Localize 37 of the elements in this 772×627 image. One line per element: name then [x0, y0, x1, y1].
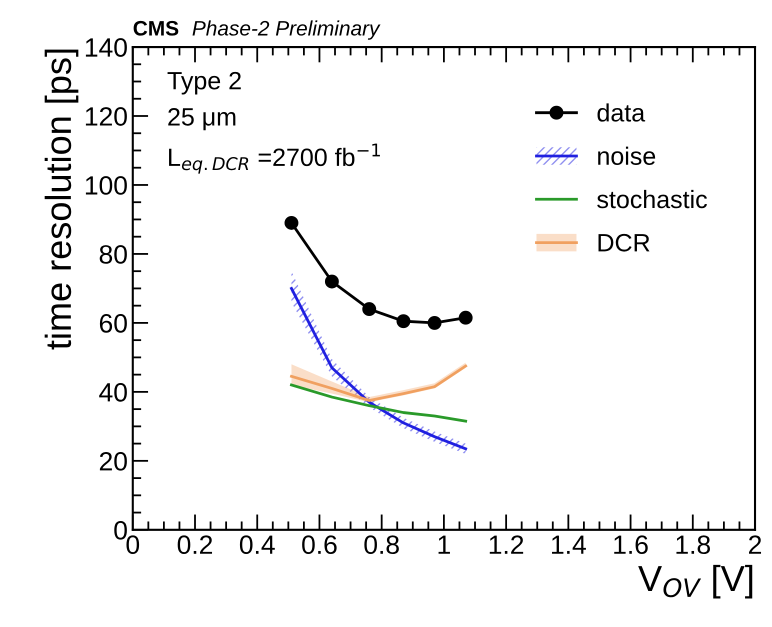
- legend-label: data: [598, 103, 646, 122]
- y-tick-label: 120: [86, 107, 127, 126]
- x-tick-label: 0: [126, 535, 140, 554]
- point: [458, 310, 473, 325]
- annotation: Type 2: [168, 72, 241, 94]
- legend-label: noise: [598, 146, 656, 165]
- point: [428, 316, 442, 330]
- point: [396, 314, 410, 328]
- annotation: 25 μm: [168, 108, 236, 130]
- y-tick-label: 40: [99, 383, 127, 402]
- x-tick-label: 1.4: [552, 536, 586, 554]
- y-tick-label: 0: [114, 520, 127, 540]
- x-tick-label: 1: [438, 536, 450, 554]
- point: [324, 274, 339, 288]
- y-tick-label: 100: [86, 176, 127, 195]
- x-tick-label: 1.6: [614, 535, 648, 554]
- x-tick-label: 0.4: [240, 535, 275, 554]
- y-tick-label: 80: [100, 245, 127, 264]
- y-tick-label: 60: [100, 314, 127, 333]
- chart-subtitle: Phase-2 Preliminary: [192, 20, 381, 40]
- point: [362, 302, 376, 316]
- x-tick-label: 0.6: [302, 535, 337, 554]
- x-tick-label: 1.2: [490, 535, 524, 554]
- annotation: L$_{eq.DCR}$ =2700 fb$^{−1}$: [169, 144, 380, 174]
- legend-label: stochastic: [597, 190, 707, 208]
- x-tick-label: 0.2: [178, 535, 212, 554]
- x-tick-label: 1.8: [676, 535, 710, 554]
- y-tick-label: 20: [100, 452, 127, 471]
- line-series: [290, 384, 468, 423]
- chart-title: CMS: [134, 20, 178, 36]
- x-tick-label: 2: [749, 535, 762, 554]
- legend-label: DCR: [598, 234, 650, 252]
- y-tick-label: 140: [86, 38, 127, 57]
- point: [284, 216, 298, 230]
- x-tick-label: 0.8: [364, 535, 399, 554]
- y-axis-title: time resolution [ps]: [44, 50, 78, 350]
- x-axis-title: V$_{OV}$ [V]: [638, 564, 752, 598]
